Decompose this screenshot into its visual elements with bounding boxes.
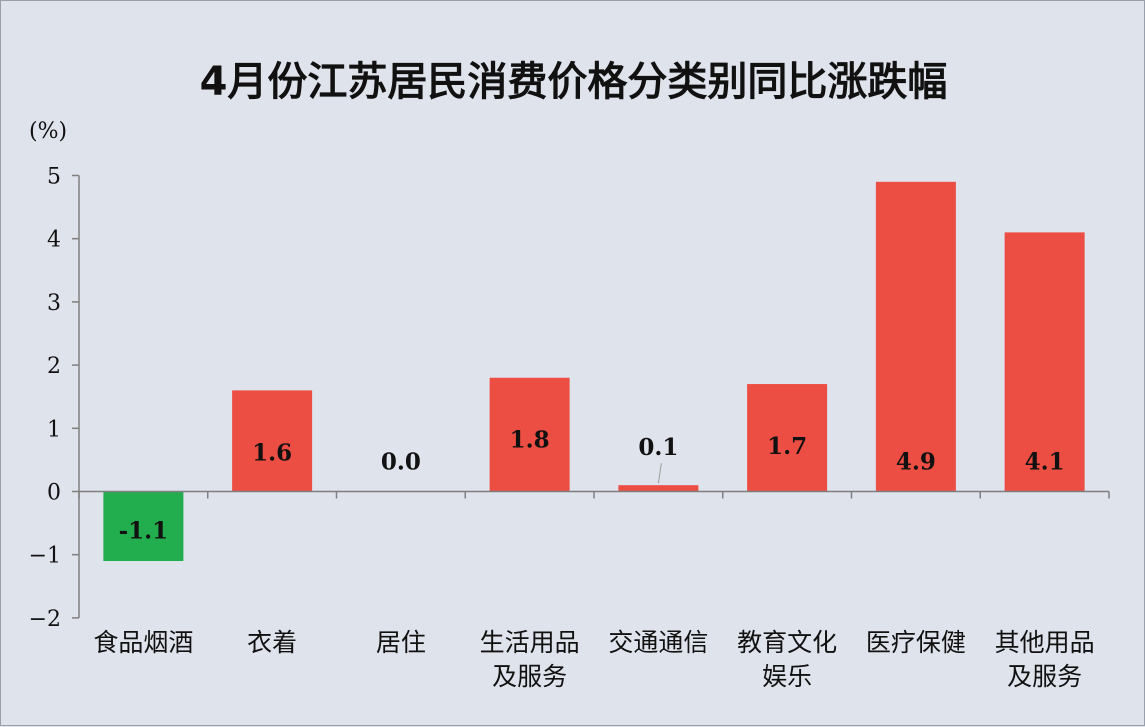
category-label: 衣着 [247, 628, 297, 657]
category-label: 娱乐 [762, 662, 812, 691]
category-label: 食品烟酒 [93, 628, 193, 657]
category-label: 医疗保健 [866, 628, 966, 657]
y-axis-unit-label: (%) [29, 119, 68, 144]
y-tick-label: 0 [47, 481, 61, 506]
category-label: 交通通信 [608, 628, 708, 657]
bar [103, 491, 184, 562]
y-tick-label: −1 [29, 544, 61, 569]
data-label: 4.1 [1025, 449, 1065, 476]
y-tick-label: −2 [29, 607, 61, 632]
bar [747, 384, 828, 492]
data-label: 0.1 [638, 434, 678, 461]
bar [618, 485, 699, 492]
category-label: 及服务 [1007, 662, 1082, 691]
bar [875, 181, 956, 492]
chart-title: 4月份江苏居民消费价格分类别同比涨跌幅 [199, 59, 948, 105]
y-tick-label: 1 [47, 417, 61, 442]
data-label-leader [657, 463, 662, 484]
category-label: 教育文化 [737, 628, 837, 657]
bar [232, 390, 313, 492]
data-label: 1.7 [767, 433, 807, 460]
data-label: 1.6 [252, 439, 292, 466]
category-label: 及服务 [492, 662, 567, 691]
data-label: 1.8 [510, 427, 550, 454]
bar [1004, 232, 1085, 492]
category-label: 居住 [376, 628, 426, 657]
y-tick-label: 2 [47, 354, 61, 379]
category-label: 其他用品 [995, 628, 1095, 657]
y-tick-label: 4 [47, 228, 61, 253]
category-label: 生活用品 [480, 628, 580, 657]
bar [489, 377, 570, 492]
data-label: -1.1 [119, 518, 169, 545]
data-label: 4.9 [896, 449, 936, 476]
y-tick-label: 3 [47, 291, 61, 316]
y-tick-label: 5 [47, 165, 61, 190]
data-label: 0.0 [381, 449, 421, 476]
